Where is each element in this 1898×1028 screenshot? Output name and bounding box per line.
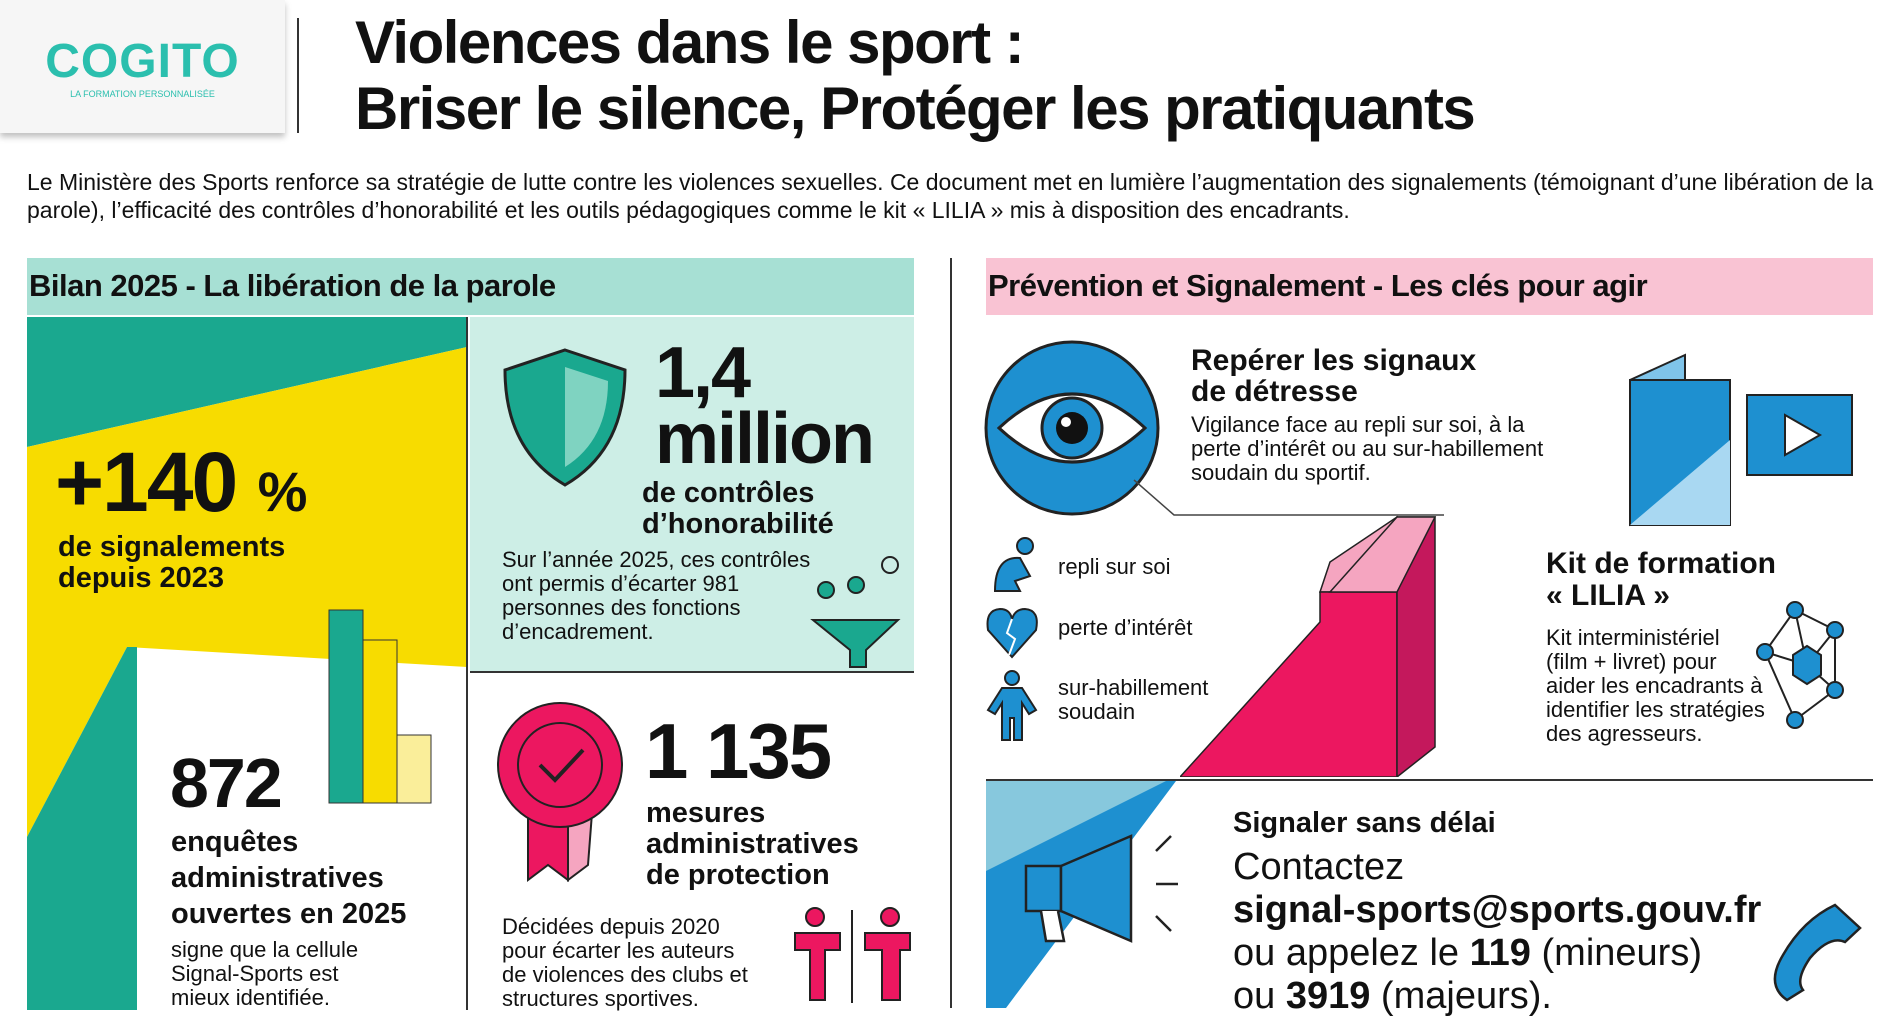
step-graphic [1180, 515, 1437, 777]
phone-3919[interactable]: 3919 [1285, 975, 1371, 1017]
booklet-video-icon [1629, 353, 1853, 527]
broken-heart-icon [986, 607, 1038, 659]
stat-controles-desc: Sur l’année 2025, ces contrôles ont permi… [502, 547, 811, 644]
stat-enquetes-label: enquêtes administratives ouvertes en 2025 [171, 826, 407, 930]
stat-controles-label: de contrôles d’honorabilité [642, 477, 834, 540]
sign-item: sur-habillement soudain [1058, 675, 1209, 724]
people-filter-icon [810, 556, 901, 668]
section-heading-left: Bilan 2025 - La libération de la parole [27, 258, 914, 315]
sign-item: perte d’intérêt [1058, 615, 1193, 640]
stat-background-graphic [27, 317, 467, 1010]
logo: COGITO LA FORMATION PERSONNALISÉE [0, 0, 285, 133]
divider [950, 258, 952, 1008]
intro-text: Le Ministère des Sports renforce sa stra… [27, 169, 1874, 223]
stat-mesures-label: mesures administratives de protection [646, 797, 859, 891]
sign-item: repli sur soi [1058, 554, 1171, 579]
report-email-link[interactable]: signal-sports@sports.gouv.fr [1233, 889, 1762, 931]
award-badge-icon [497, 702, 623, 882]
overdressed-person-icon [986, 670, 1038, 741]
divider [470, 671, 914, 673]
shield-icon [503, 348, 627, 487]
stat-mesures: 1 135 [645, 707, 832, 795]
stat-signalements: +140 % [55, 435, 307, 529]
kit-desc: Kit interministériel (film + livret) pour… [1546, 625, 1765, 746]
stat-mesures-desc: Décidées depuis 2020 pour écarter les aut… [502, 914, 748, 1011]
stat-signalements-label: de signalements depuis 2023 [58, 531, 286, 594]
stat-enquetes: 872 [170, 744, 283, 822]
report-contact: Contactez [1233, 846, 1405, 888]
report-title: Signaler sans délai [1233, 807, 1496, 839]
report-phone-adults: ou 3919 (majeurs). [1233, 975, 1552, 1017]
report-phone-minors: ou appelez le 119 (mineurs) [1233, 932, 1702, 974]
megaphone-icon [986, 781, 1178, 1008]
signs-title: Repérer les signaux de détresse [1191, 344, 1477, 408]
phone-119[interactable]: 119 [1469, 932, 1531, 974]
divider [986, 779, 1873, 781]
phone-icon [1773, 903, 1862, 1002]
kit-title: Kit de formation « LILIA » [1546, 547, 1776, 612]
exclusion-people-icon [794, 907, 911, 1003]
stat-enquetes-desc: signe que la cellule Signal-Sports est mie… [171, 937, 359, 1010]
stat-controles: 1,4 million [655, 333, 875, 479]
network-cube-icon [1756, 601, 1844, 729]
withdrawn-person-icon [993, 537, 1034, 592]
signs-desc: Vigilance face au repli sur soi, à la per… [1191, 412, 1544, 485]
divider [466, 317, 468, 1010]
section-heading-right: Prévention et Signalement - Les clés pou… [986, 258, 1873, 315]
page-title: Violences dans le sport : Briser le silen… [355, 9, 1476, 142]
divider [297, 18, 299, 133]
eye-icon [984, 340, 1444, 516]
